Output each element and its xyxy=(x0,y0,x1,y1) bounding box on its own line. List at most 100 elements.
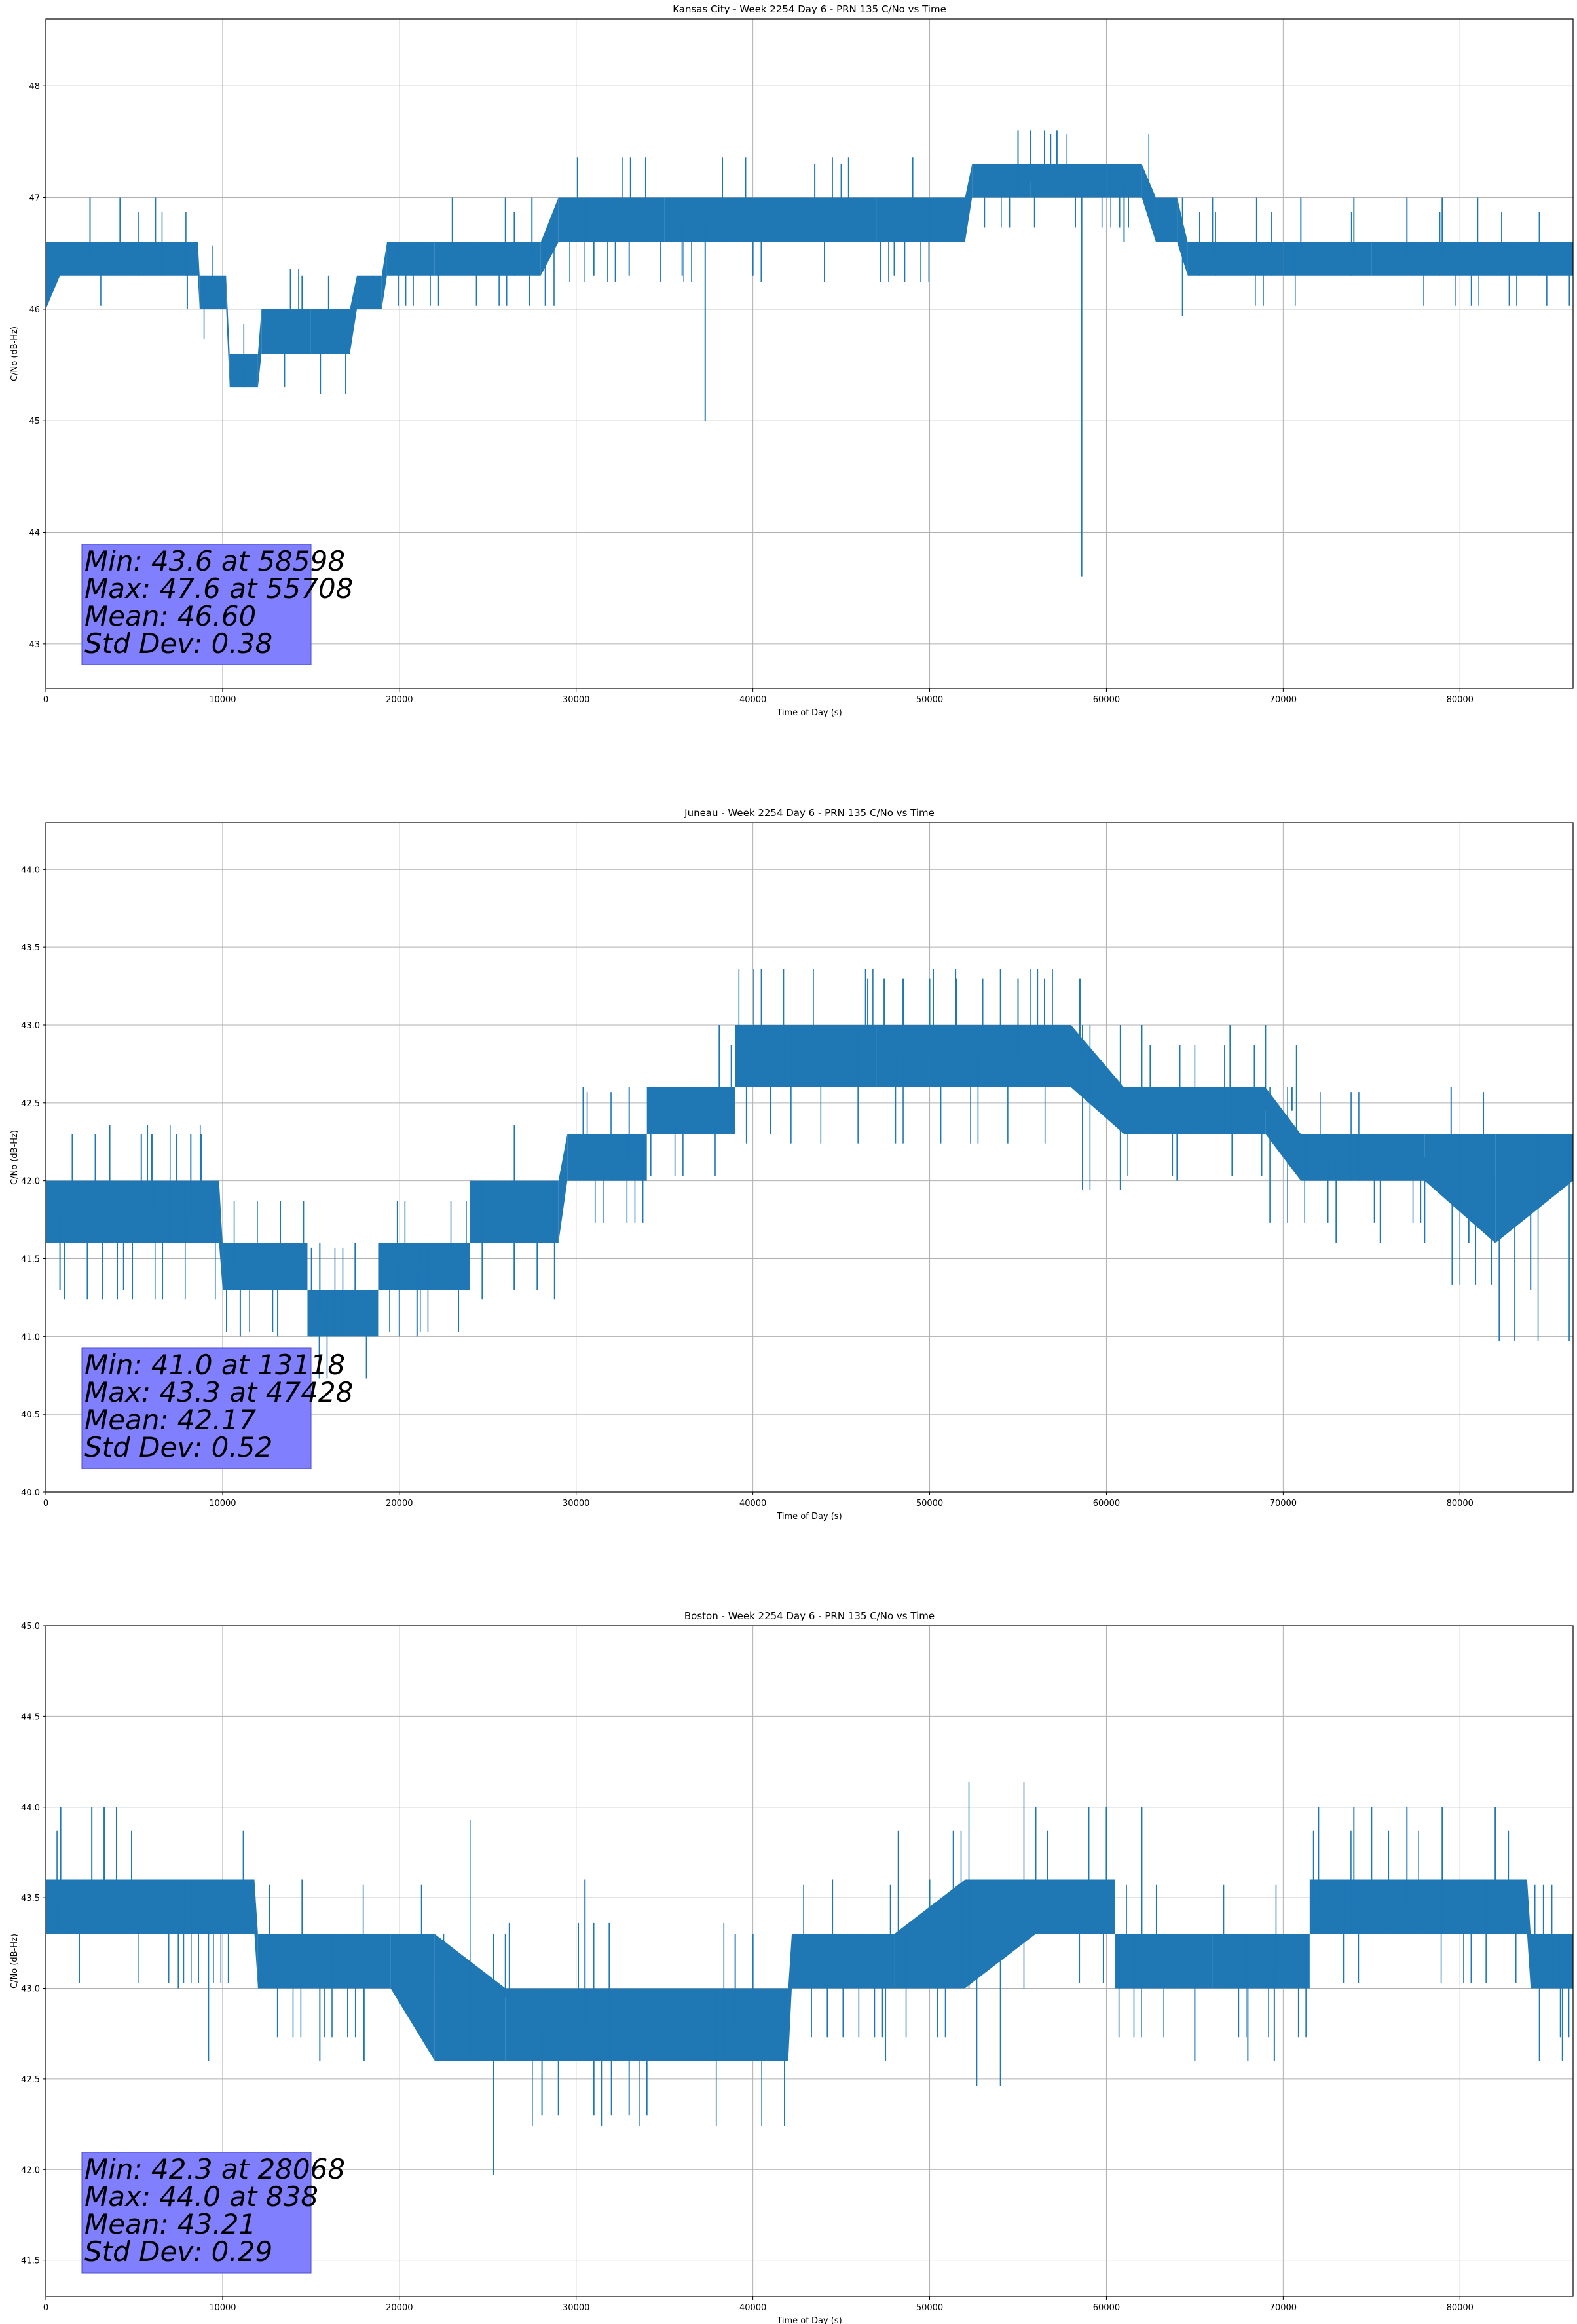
x-tick-label: 80000 xyxy=(1447,1499,1474,1509)
subplot-3: Boston - Week 2254 Day 6 - PRN 135 C/No … xyxy=(10,1610,1574,2324)
series-band xyxy=(1460,1879,1527,1934)
series-band xyxy=(1513,242,1573,276)
x-tick-label: 80000 xyxy=(1447,2303,1474,2313)
series-band xyxy=(134,242,198,276)
data-area xyxy=(46,130,1573,577)
x-tick-label: 60000 xyxy=(1093,695,1120,705)
x-tick-label: 60000 xyxy=(1093,2303,1120,2313)
series-band xyxy=(1309,1879,1460,1934)
series-band xyxy=(1301,1134,1425,1181)
series-band xyxy=(434,242,541,276)
series-band xyxy=(735,1024,877,1088)
stats-box-background xyxy=(81,2152,312,2274)
x-axis-label: Time of Day (s) xyxy=(776,2316,842,2324)
series-band xyxy=(390,1934,435,2061)
series-band xyxy=(381,242,387,309)
x-tick-label: 0 xyxy=(43,1499,48,1509)
x-tick-label: 70000 xyxy=(1270,2303,1297,2313)
y-tick-label: 48 xyxy=(29,82,40,92)
series-band xyxy=(1071,1024,1124,1134)
y-tick-label: 47 xyxy=(29,194,40,204)
y-tick-label: 43 xyxy=(29,640,40,650)
x-tick-label: 10000 xyxy=(209,695,236,705)
series-band xyxy=(378,1243,470,1290)
series-band xyxy=(350,275,358,354)
x-tick-label: 40000 xyxy=(739,2303,766,2313)
stats-line: Mean: 46.60 xyxy=(84,600,256,632)
subplot-2: Juneau - Week 2254 Day 6 - PRN 135 C/No … xyxy=(10,807,1574,1522)
series-band xyxy=(1495,1134,1573,1243)
stats-line: Mean: 42.17 xyxy=(84,1404,256,1436)
series-band xyxy=(788,1934,792,2061)
series-band xyxy=(46,242,60,309)
stats-line: Min: 41.0 at 13118 xyxy=(84,1349,345,1381)
series-band xyxy=(1187,242,1284,276)
series-band xyxy=(540,197,559,276)
series-band xyxy=(222,1243,308,1290)
y-axis-label: C/No (dB-Hz) xyxy=(10,326,20,381)
y-tick-label: 44.0 xyxy=(21,1803,40,1813)
series-band xyxy=(1156,197,1178,242)
series-1 xyxy=(46,969,1573,1379)
x-tick-label: 80000 xyxy=(1447,695,1474,705)
axes-frame xyxy=(45,822,1574,1493)
y-tick-label: 42.0 xyxy=(21,2165,40,2175)
y-tick-label: 41.5 xyxy=(21,2257,40,2266)
stats-line: Std Dev: 0.29 xyxy=(84,2236,272,2268)
x-tick-label: 0 xyxy=(43,695,48,705)
x-tick-label: 20000 xyxy=(386,1499,413,1509)
chart-title: Boston - Week 2254 Day 6 - PRN 135 C/No … xyxy=(684,1610,935,1622)
x-tick-label: 60000 xyxy=(1093,1499,1120,1509)
subplot-1: Kansas City - Week 2254 Day 6 - PRN 135 … xyxy=(10,3,1574,718)
series-band xyxy=(226,275,230,388)
stats-line: Min: 43.6 at 58598 xyxy=(84,545,345,577)
axes-frame xyxy=(45,18,1574,689)
y-tick-label: 44 xyxy=(29,529,40,538)
series-band xyxy=(558,197,665,242)
series-1 xyxy=(46,130,1573,577)
series-1 xyxy=(46,1782,1573,2175)
data-area xyxy=(46,1782,1573,2175)
series-band xyxy=(254,1879,258,1989)
series-band xyxy=(219,1180,223,1290)
series-band xyxy=(257,309,262,388)
y-tick-label: 43.5 xyxy=(21,1894,40,1903)
series-band xyxy=(60,242,134,276)
x-tick-label: 30000 xyxy=(563,2303,589,2313)
y-axis-label: C/No (dB-Hz) xyxy=(10,1934,20,1989)
x-tick-label: 10000 xyxy=(209,2303,236,2313)
y-axis-label: C/No (dB-Hz) xyxy=(10,1130,20,1185)
stats-box-background xyxy=(81,544,312,665)
x-tick-label: 50000 xyxy=(916,2303,943,2313)
x-tick-label: 70000 xyxy=(1270,695,1297,705)
y-tick-label: 42.0 xyxy=(21,1177,40,1187)
x-tick-label: 30000 xyxy=(563,695,589,705)
series-band xyxy=(1212,1934,1310,1989)
stats-box-background xyxy=(81,1347,312,1469)
series-band xyxy=(1283,242,1372,276)
x-tick-label: 70000 xyxy=(1270,1499,1297,1509)
x-tick-label: 50000 xyxy=(916,1499,943,1509)
series-band xyxy=(417,242,435,276)
chart-title: Kansas City - Week 2254 Day 6 - PRN 135 … xyxy=(673,3,946,15)
stats-line: Std Dev: 0.52 xyxy=(84,1431,272,1463)
x-tick-label: 40000 xyxy=(739,695,766,705)
x-tick-label: 0 xyxy=(43,2303,48,2313)
y-tick-label: 44.5 xyxy=(21,1712,40,1722)
y-tick-label: 40.0 xyxy=(21,1488,40,1498)
series-band xyxy=(386,242,417,276)
series-band xyxy=(965,164,973,242)
series-band xyxy=(198,242,200,309)
series-band xyxy=(1141,164,1157,242)
series-band xyxy=(46,1879,255,1934)
y-tick-label: 41.0 xyxy=(21,1332,40,1342)
x-axis-label: Time of Day (s) xyxy=(776,1512,842,1522)
series-band xyxy=(310,309,316,354)
series-band xyxy=(1265,1087,1301,1181)
y-tick-label: 41.5 xyxy=(21,1254,40,1264)
stats-line: Max: 44.0 at 838 xyxy=(84,2181,318,2213)
x-tick-label: 10000 xyxy=(209,1499,236,1509)
